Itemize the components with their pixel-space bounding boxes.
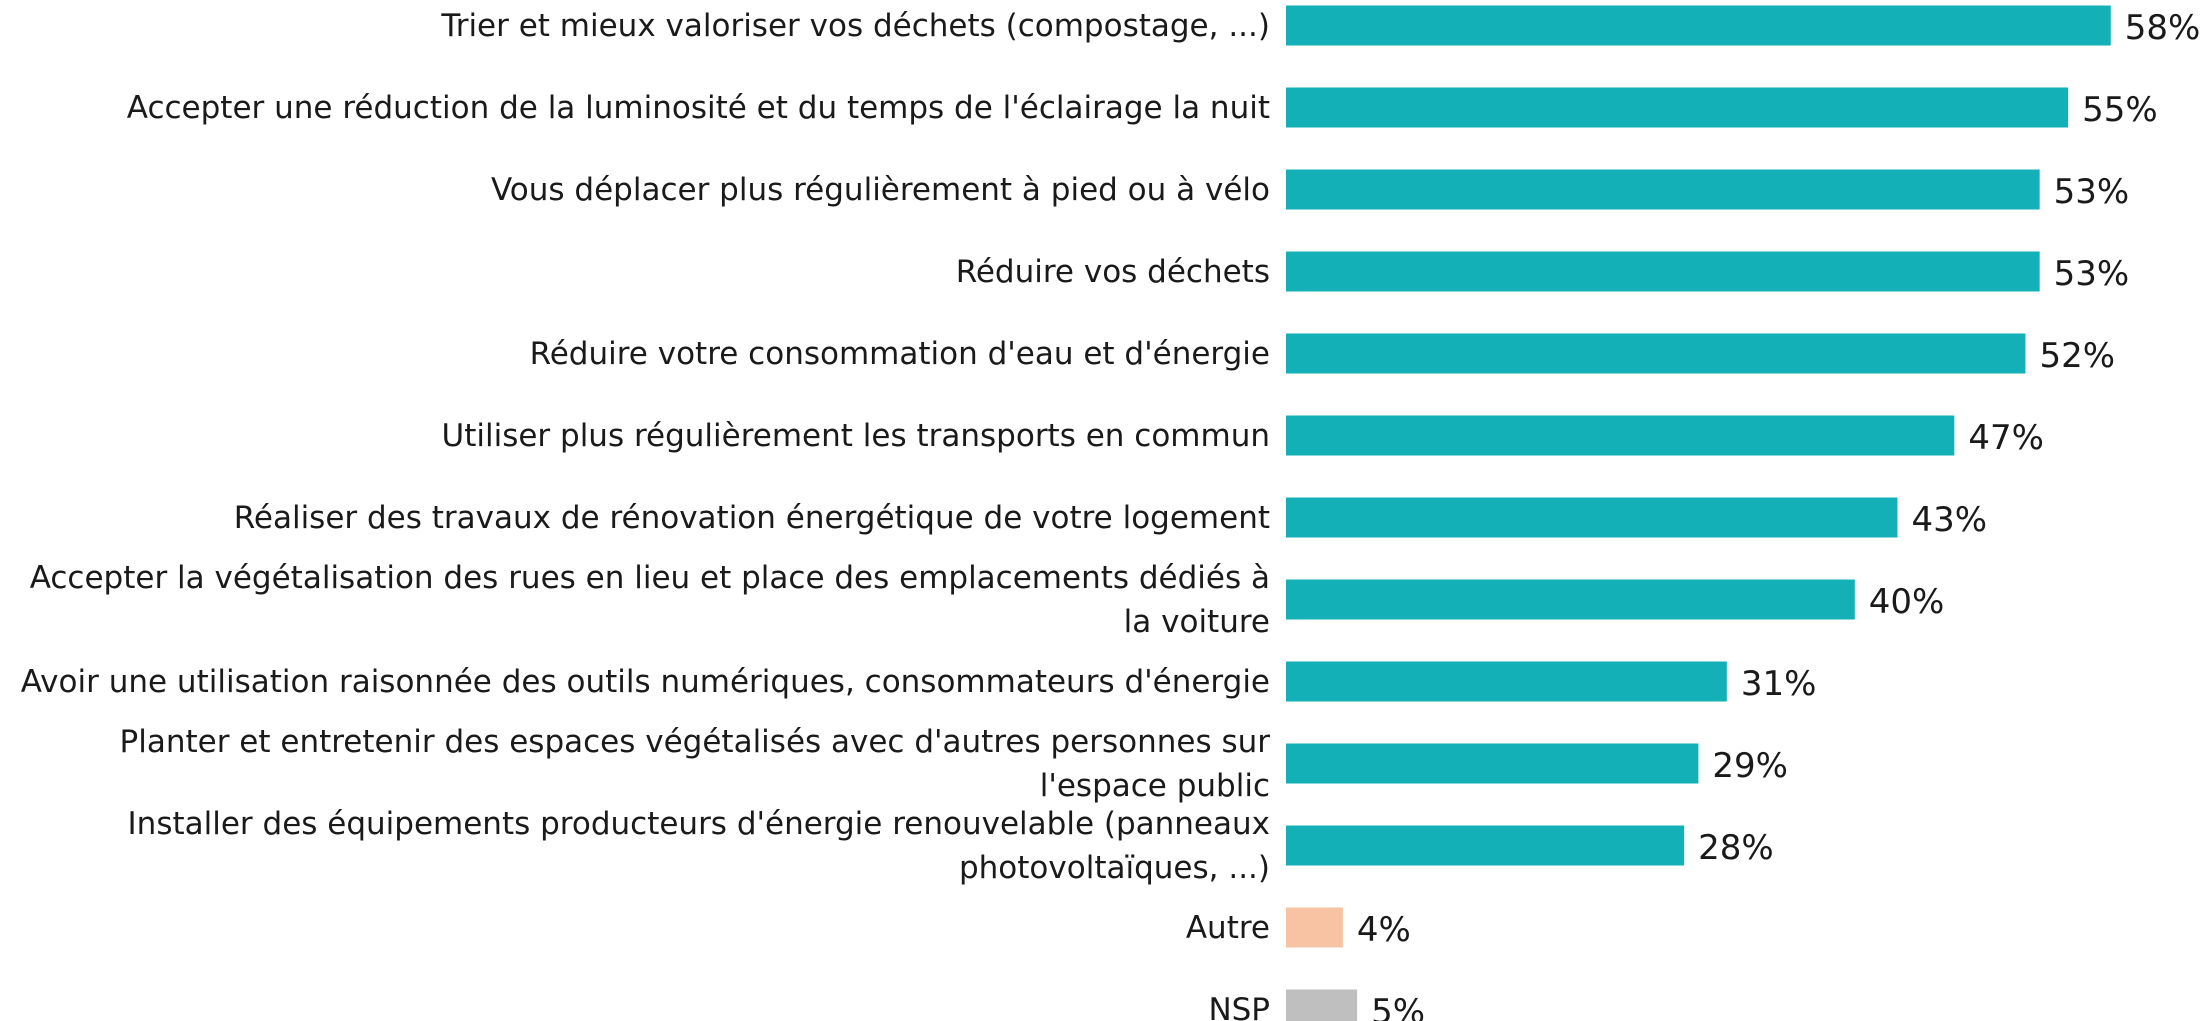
category-label: Autre bbox=[1185, 909, 1270, 946]
value-label: 53% bbox=[2054, 254, 2130, 294]
category-label: Installer des équipements producteurs d'… bbox=[127, 805, 1270, 886]
value-label: 43% bbox=[1911, 500, 1987, 540]
value-label: 58% bbox=[2125, 8, 2201, 48]
category-label: Réaliser des travaux de rénovation énerg… bbox=[233, 499, 1270, 536]
category-label: Réduire vos déchets bbox=[955, 253, 1270, 290]
bar bbox=[1286, 169, 2040, 210]
value-label: 40% bbox=[1869, 582, 1945, 622]
bar bbox=[1286, 333, 2026, 374]
value-label: 55% bbox=[2082, 90, 2158, 130]
value-label: 31% bbox=[1741, 664, 1817, 704]
value-label: 53% bbox=[2054, 172, 2130, 212]
category-label: Vous déplacer plus régulièrement à pied … bbox=[491, 171, 1270, 208]
bar bbox=[1286, 825, 1685, 866]
category-label: NSP bbox=[1208, 991, 1270, 1021]
bar bbox=[1286, 661, 1727, 702]
bar bbox=[1286, 497, 1898, 538]
bar bbox=[1286, 743, 1699, 784]
value-label: 28% bbox=[1698, 828, 1774, 868]
value-label: 5% bbox=[1371, 992, 1425, 1021]
bar bbox=[1286, 251, 2040, 292]
category-label: Réduire votre consommation d'eau et d'én… bbox=[529, 335, 1270, 372]
category-label: Planter et entretenir des espaces végéta… bbox=[119, 723, 1270, 804]
bar bbox=[1286, 415, 1955, 456]
value-label: 4% bbox=[1357, 910, 1411, 950]
category-label: Trier et mieux valoriser vos déchets (co… bbox=[441, 7, 1270, 44]
bar bbox=[1286, 907, 1343, 948]
bar bbox=[1286, 579, 1855, 620]
bar bbox=[1286, 87, 2069, 128]
bar bbox=[1286, 5, 2111, 46]
category-label: Accepter la végétalisation des rues en l… bbox=[29, 559, 1270, 640]
value-label: 52% bbox=[2039, 336, 2115, 376]
category-label: Accepter une réduction de la luminosité … bbox=[126, 89, 1270, 126]
value-label: 47% bbox=[1968, 418, 2044, 458]
value-label: 29% bbox=[1712, 746, 1788, 786]
category-label: Avoir une utilisation raisonnée des outi… bbox=[20, 663, 1270, 700]
category-label: Utiliser plus régulièrement les transpor… bbox=[441, 417, 1270, 454]
bar bbox=[1286, 989, 1358, 1021]
